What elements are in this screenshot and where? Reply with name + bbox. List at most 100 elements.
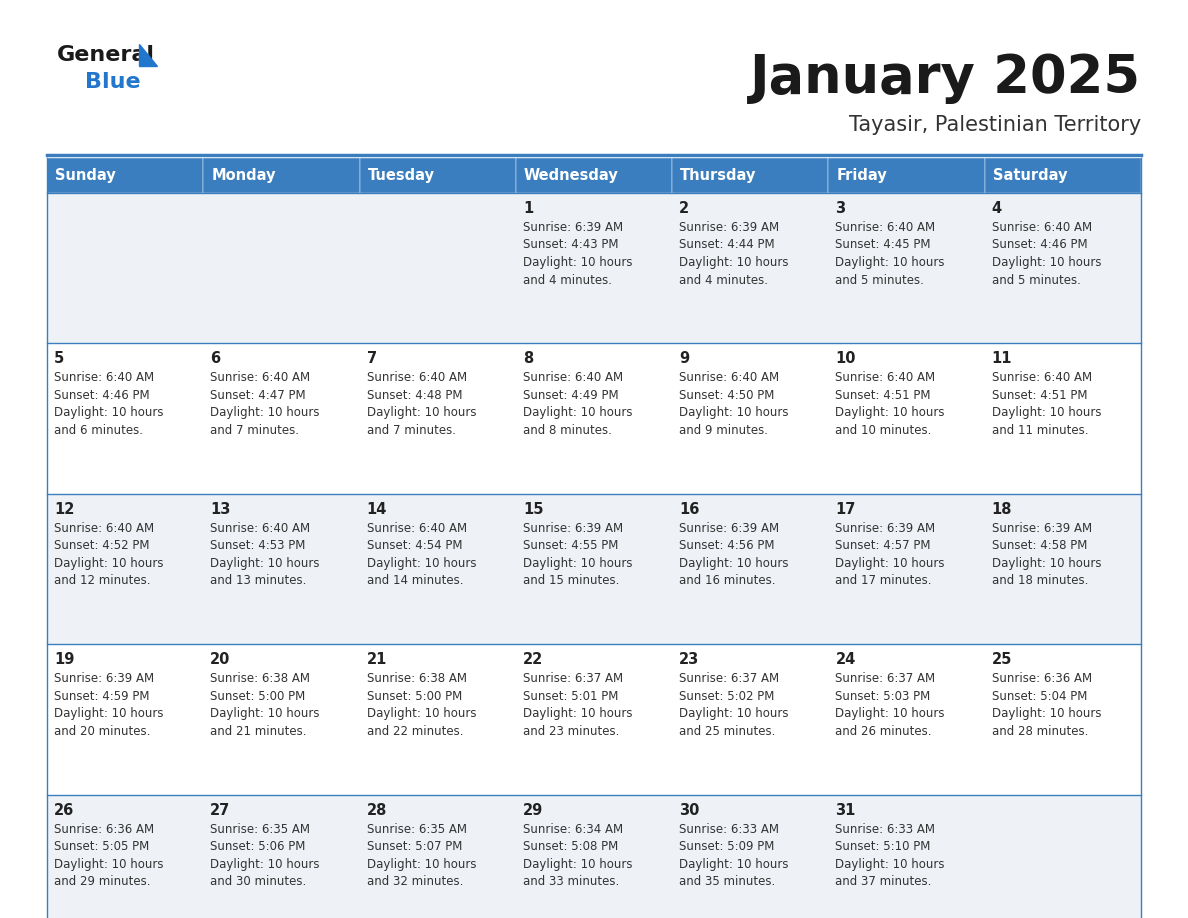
Text: Daylight: 10 hours: Daylight: 10 hours — [992, 707, 1101, 721]
Text: Daylight: 10 hours: Daylight: 10 hours — [835, 407, 944, 420]
Text: and 11 minutes.: and 11 minutes. — [992, 424, 1088, 437]
Text: 18: 18 — [992, 502, 1012, 517]
Text: Daylight: 10 hours: Daylight: 10 hours — [523, 707, 632, 721]
FancyBboxPatch shape — [985, 343, 1140, 494]
Text: Sunrise: 6:40 AM: Sunrise: 6:40 AM — [992, 221, 1092, 234]
Text: Sunset: 4:44 PM: Sunset: 4:44 PM — [680, 239, 775, 252]
Text: Sunrise: 6:35 AM: Sunrise: 6:35 AM — [367, 823, 467, 835]
Text: Sunset: 5:00 PM: Sunset: 5:00 PM — [367, 689, 462, 702]
Text: Daylight: 10 hours: Daylight: 10 hours — [523, 857, 632, 870]
Text: 26: 26 — [53, 802, 74, 818]
FancyBboxPatch shape — [516, 158, 672, 193]
Text: Daylight: 10 hours: Daylight: 10 hours — [367, 857, 476, 870]
Text: 14: 14 — [367, 502, 387, 517]
FancyBboxPatch shape — [203, 158, 360, 193]
Text: Sunset: 4:53 PM: Sunset: 4:53 PM — [210, 539, 305, 553]
FancyBboxPatch shape — [672, 644, 828, 795]
Text: 16: 16 — [680, 502, 700, 517]
Text: and 26 minutes.: and 26 minutes. — [835, 724, 931, 738]
Text: Sunrise: 6:40 AM: Sunrise: 6:40 AM — [992, 372, 1092, 385]
Text: 22: 22 — [523, 652, 543, 667]
FancyBboxPatch shape — [828, 644, 985, 795]
FancyBboxPatch shape — [48, 193, 203, 343]
Text: Sunrise: 6:39 AM: Sunrise: 6:39 AM — [53, 672, 154, 685]
Text: and 4 minutes.: and 4 minutes. — [523, 274, 612, 286]
Text: 28: 28 — [367, 802, 387, 818]
Text: 5: 5 — [53, 352, 64, 366]
FancyBboxPatch shape — [516, 193, 672, 343]
Text: 17: 17 — [835, 502, 855, 517]
Text: Daylight: 10 hours: Daylight: 10 hours — [53, 557, 164, 570]
Text: Daylight: 10 hours: Daylight: 10 hours — [835, 707, 944, 721]
Text: Daylight: 10 hours: Daylight: 10 hours — [210, 557, 320, 570]
Text: Sunset: 4:48 PM: Sunset: 4:48 PM — [367, 389, 462, 402]
Text: Sunset: 4:43 PM: Sunset: 4:43 PM — [523, 239, 619, 252]
Text: 3: 3 — [835, 201, 846, 216]
Text: and 35 minutes.: and 35 minutes. — [680, 875, 776, 888]
FancyBboxPatch shape — [203, 494, 360, 644]
Text: Sunset: 5:06 PM: Sunset: 5:06 PM — [210, 840, 305, 853]
Text: 8: 8 — [523, 352, 533, 366]
FancyBboxPatch shape — [828, 494, 985, 644]
Text: Sunset: 4:54 PM: Sunset: 4:54 PM — [367, 539, 462, 553]
Text: 27: 27 — [210, 802, 230, 818]
Text: Daylight: 10 hours: Daylight: 10 hours — [367, 557, 476, 570]
FancyBboxPatch shape — [360, 644, 516, 795]
Text: Sunrise: 6:37 AM: Sunrise: 6:37 AM — [680, 672, 779, 685]
Text: Sunrise: 6:40 AM: Sunrise: 6:40 AM — [680, 372, 779, 385]
Text: 19: 19 — [53, 652, 75, 667]
Text: 20: 20 — [210, 652, 230, 667]
Text: and 30 minutes.: and 30 minutes. — [210, 875, 307, 888]
FancyBboxPatch shape — [828, 343, 985, 494]
Text: Daylight: 10 hours: Daylight: 10 hours — [53, 707, 164, 721]
Text: Sunrise: 6:36 AM: Sunrise: 6:36 AM — [53, 823, 154, 835]
Text: Sunset: 5:07 PM: Sunset: 5:07 PM — [367, 840, 462, 853]
Text: Daylight: 10 hours: Daylight: 10 hours — [680, 707, 789, 721]
Text: Sunset: 4:51 PM: Sunset: 4:51 PM — [835, 389, 931, 402]
Text: Sunset: 4:46 PM: Sunset: 4:46 PM — [992, 239, 1087, 252]
FancyBboxPatch shape — [985, 644, 1140, 795]
FancyBboxPatch shape — [203, 644, 360, 795]
Text: Sunrise: 6:34 AM: Sunrise: 6:34 AM — [523, 823, 623, 835]
Text: and 7 minutes.: and 7 minutes. — [367, 424, 455, 437]
Text: Sunrise: 6:40 AM: Sunrise: 6:40 AM — [53, 372, 154, 385]
Text: Sunset: 4:50 PM: Sunset: 4:50 PM — [680, 389, 775, 402]
Text: and 16 minutes.: and 16 minutes. — [680, 575, 776, 588]
Text: Sunrise: 6:35 AM: Sunrise: 6:35 AM — [210, 823, 310, 835]
Text: 12: 12 — [53, 502, 75, 517]
FancyBboxPatch shape — [516, 795, 672, 918]
Text: Sunrise: 6:33 AM: Sunrise: 6:33 AM — [835, 823, 935, 835]
FancyBboxPatch shape — [828, 193, 985, 343]
FancyBboxPatch shape — [672, 494, 828, 644]
FancyBboxPatch shape — [516, 494, 672, 644]
Text: and 22 minutes.: and 22 minutes. — [367, 724, 463, 738]
FancyBboxPatch shape — [48, 343, 203, 494]
FancyBboxPatch shape — [672, 795, 828, 918]
Text: Sunset: 5:04 PM: Sunset: 5:04 PM — [992, 689, 1087, 702]
Text: 6: 6 — [210, 352, 221, 366]
Text: Sunday: Sunday — [55, 168, 115, 183]
FancyBboxPatch shape — [516, 644, 672, 795]
Text: Sunset: 4:51 PM: Sunset: 4:51 PM — [992, 389, 1087, 402]
Text: Tuesday: Tuesday — [367, 168, 435, 183]
Text: and 15 minutes.: and 15 minutes. — [523, 575, 619, 588]
Text: Sunrise: 6:33 AM: Sunrise: 6:33 AM — [680, 823, 779, 835]
Text: and 21 minutes.: and 21 minutes. — [210, 724, 307, 738]
Text: Sunrise: 6:37 AM: Sunrise: 6:37 AM — [523, 672, 623, 685]
Text: Daylight: 10 hours: Daylight: 10 hours — [680, 557, 789, 570]
Text: Daylight: 10 hours: Daylight: 10 hours — [53, 407, 164, 420]
Text: Sunrise: 6:40 AM: Sunrise: 6:40 AM — [210, 372, 310, 385]
Text: General: General — [57, 45, 154, 65]
FancyBboxPatch shape — [672, 158, 828, 193]
Text: Daylight: 10 hours: Daylight: 10 hours — [210, 407, 320, 420]
Text: Daylight: 10 hours: Daylight: 10 hours — [680, 857, 789, 870]
Text: Sunrise: 6:39 AM: Sunrise: 6:39 AM — [992, 521, 1092, 535]
Text: Sunrise: 6:39 AM: Sunrise: 6:39 AM — [523, 221, 623, 234]
Text: and 23 minutes.: and 23 minutes. — [523, 724, 619, 738]
FancyBboxPatch shape — [672, 343, 828, 494]
Text: and 12 minutes.: and 12 minutes. — [53, 575, 151, 588]
Text: and 33 minutes.: and 33 minutes. — [523, 875, 619, 888]
Text: Sunrise: 6:36 AM: Sunrise: 6:36 AM — [992, 672, 1092, 685]
FancyBboxPatch shape — [828, 158, 985, 193]
FancyBboxPatch shape — [985, 494, 1140, 644]
